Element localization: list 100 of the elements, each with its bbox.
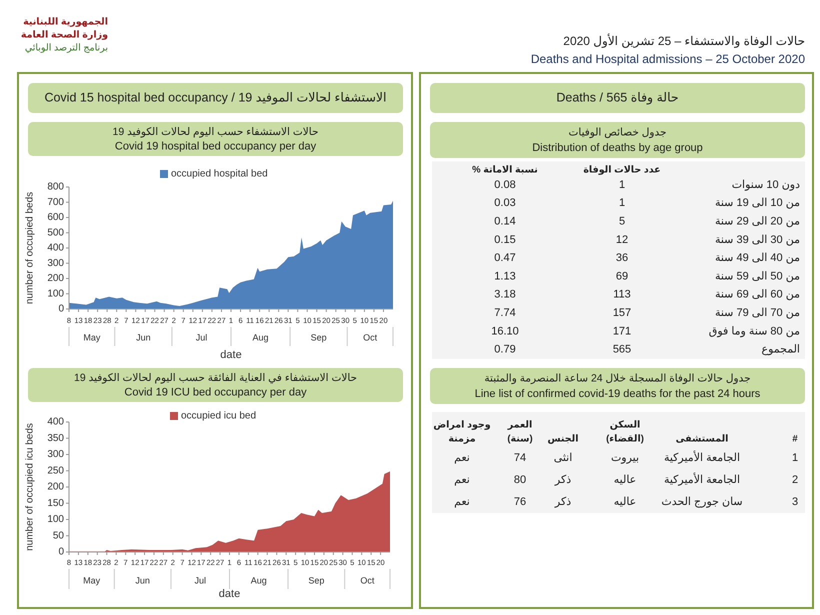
y-tick-label: 0 bbox=[58, 546, 64, 558]
text: 1 bbox=[792, 452, 798, 464]
chart-subtitle: Covid 19 ICU bed occupancy per day bbox=[124, 386, 308, 398]
y-tick-label: 300 bbox=[47, 449, 64, 460]
text: Deaths and Hospital admissions – 25 October 2020 bbox=[530, 52, 806, 66]
text: 0.03 bbox=[494, 197, 516, 210]
text: وزارة الصحة العامة bbox=[20, 30, 108, 41]
y-tick-label: 0 bbox=[58, 304, 64, 315]
text: سان جورج الحدث bbox=[661, 496, 743, 508]
text: Jun bbox=[136, 332, 151, 342]
text: 1 bbox=[618, 178, 626, 191]
y-tick-label: 800 bbox=[47, 182, 64, 193]
text: 5 bbox=[618, 216, 626, 228]
text: Jul bbox=[196, 332, 208, 342]
chart-subtitle: Covid 19 hospital bed occupancy per day bbox=[114, 140, 317, 152]
y-tick-label: 200 bbox=[47, 273, 64, 284]
text: Oct bbox=[360, 575, 375, 586]
text: 69 bbox=[616, 270, 628, 282]
text: برنامج الترصد الوبائي bbox=[24, 42, 108, 54]
y-tick-label: 200 bbox=[47, 482, 64, 493]
text: May bbox=[83, 332, 101, 342]
text: من 50 الى 59 سنة bbox=[714, 270, 800, 282]
text: Jun bbox=[135, 575, 150, 586]
text: 3.18 bbox=[494, 288, 516, 301]
text: 76 bbox=[514, 496, 526, 508]
x-axis-title: date bbox=[218, 588, 240, 600]
text: حالات الوفاة والاستشفاء – 25 تشرين الأول 2020 bbox=[563, 33, 805, 48]
text: بيروت bbox=[610, 452, 640, 464]
text: الجامعة الأميركية bbox=[664, 472, 740, 486]
text: من 20 الى 29 سنة bbox=[714, 216, 800, 228]
text: 565 bbox=[612, 344, 632, 356]
text: الجمهورية اللبنانية bbox=[23, 16, 108, 28]
text: 157 bbox=[612, 307, 632, 320]
category-label: العمر (سنة) bbox=[506, 420, 533, 445]
y-tick-label: 400 bbox=[47, 416, 64, 428]
text: الاستشفاء لحالات الموفيد 19 / Covid 15 hospital bed occupancy bbox=[44, 90, 387, 106]
category-label: وجود امراض مزمنة bbox=[433, 420, 491, 445]
text: ذكر bbox=[554, 496, 572, 508]
text: من 60 الى 69 سنة bbox=[714, 288, 800, 301]
text: نعم bbox=[454, 474, 470, 486]
text: Distribution of deaths by age group bbox=[532, 142, 703, 154]
text: 0.47 bbox=[494, 252, 516, 264]
text: ذكر bbox=[554, 474, 572, 486]
text: المجموع bbox=[762, 344, 800, 356]
text: Sep bbox=[308, 575, 324, 586]
text: 0.08 bbox=[494, 178, 516, 191]
text: Jul bbox=[194, 575, 206, 586]
chart-title: حالات الاستشفاء في العناية الفائقة حسب اليوم لحالات الكوفيد 19 bbox=[74, 372, 358, 384]
y-tick-label: 100 bbox=[47, 514, 64, 526]
text: Aug bbox=[250, 575, 267, 586]
text: May bbox=[83, 575, 101, 586]
category-label: الجنس bbox=[548, 434, 578, 445]
text: انثى bbox=[554, 452, 572, 464]
text: 12 bbox=[616, 234, 628, 246]
x-axis-title: date bbox=[220, 348, 242, 361]
category-label: نسبة الاماتة % bbox=[472, 164, 538, 176]
text: 3 bbox=[792, 496, 798, 508]
y-tick-label: 500 bbox=[47, 227, 64, 238]
text: 0.79 bbox=[494, 344, 516, 356]
text: دون 10 سنوات bbox=[732, 178, 800, 191]
text: 80 bbox=[514, 474, 526, 486]
y-axis-title: number of occupied beds bbox=[24, 192, 36, 304]
text: Line list of confirmed covid-19 deaths for the past 24 hours bbox=[474, 388, 761, 400]
y-tick-label: 700 bbox=[47, 196, 64, 208]
category-label: المستشفى bbox=[676, 434, 728, 445]
text: 0.15 bbox=[494, 234, 516, 246]
y-tick-label: 300 bbox=[47, 258, 64, 269]
text: 1 bbox=[618, 197, 626, 210]
text: عاليه bbox=[614, 496, 636, 508]
text: من 70 الى 79 سنة bbox=[714, 307, 800, 320]
text: جدول خصائص الوفيات bbox=[568, 126, 666, 139]
y-tick-label: 150 bbox=[47, 498, 64, 509]
text: الجامعة الأميركية bbox=[664, 450, 740, 464]
text: 0.14 bbox=[494, 216, 516, 228]
y-tick-label: 600 bbox=[47, 212, 64, 224]
category-label: # bbox=[792, 434, 798, 445]
legend-label: occupied icu bed bbox=[181, 410, 256, 422]
category-label: عدد حالات الوفاة bbox=[583, 164, 661, 176]
y-tick-label: 350 bbox=[47, 432, 64, 444]
category-label: السكن (القضاء) bbox=[606, 420, 644, 445]
text: Oct bbox=[363, 332, 378, 342]
text: حالة وفاة 565 / Deaths bbox=[556, 90, 679, 106]
text: 36 bbox=[616, 252, 628, 264]
text: جدول حالات الوفاة المسجلة خلال 24 ساعة المنصرمة والمثبتة bbox=[484, 372, 751, 385]
text: 74 bbox=[514, 452, 526, 464]
y-tick-label: 50 bbox=[52, 530, 64, 542]
text: عاليه bbox=[614, 474, 636, 486]
text: Sep bbox=[310, 332, 327, 342]
text: من 30 الى 39 سنة bbox=[714, 234, 800, 246]
y-tick-label: 250 bbox=[47, 465, 64, 476]
y-axis-title: number of occupied icu beds bbox=[24, 423, 36, 551]
text: من 80 سنة وما فوق bbox=[708, 325, 800, 338]
text: 2 bbox=[792, 474, 798, 486]
text: من 10 الى 19 سنة bbox=[714, 197, 800, 210]
chart-title: حالات الاستشفاء حسب اليوم لحالات الكوفيد 19 bbox=[112, 126, 318, 138]
text: 171 bbox=[612, 325, 632, 338]
text: Aug bbox=[252, 332, 269, 342]
text: 7.74 bbox=[494, 307, 516, 320]
text: نعم bbox=[454, 496, 470, 508]
text: نعم bbox=[454, 452, 470, 464]
